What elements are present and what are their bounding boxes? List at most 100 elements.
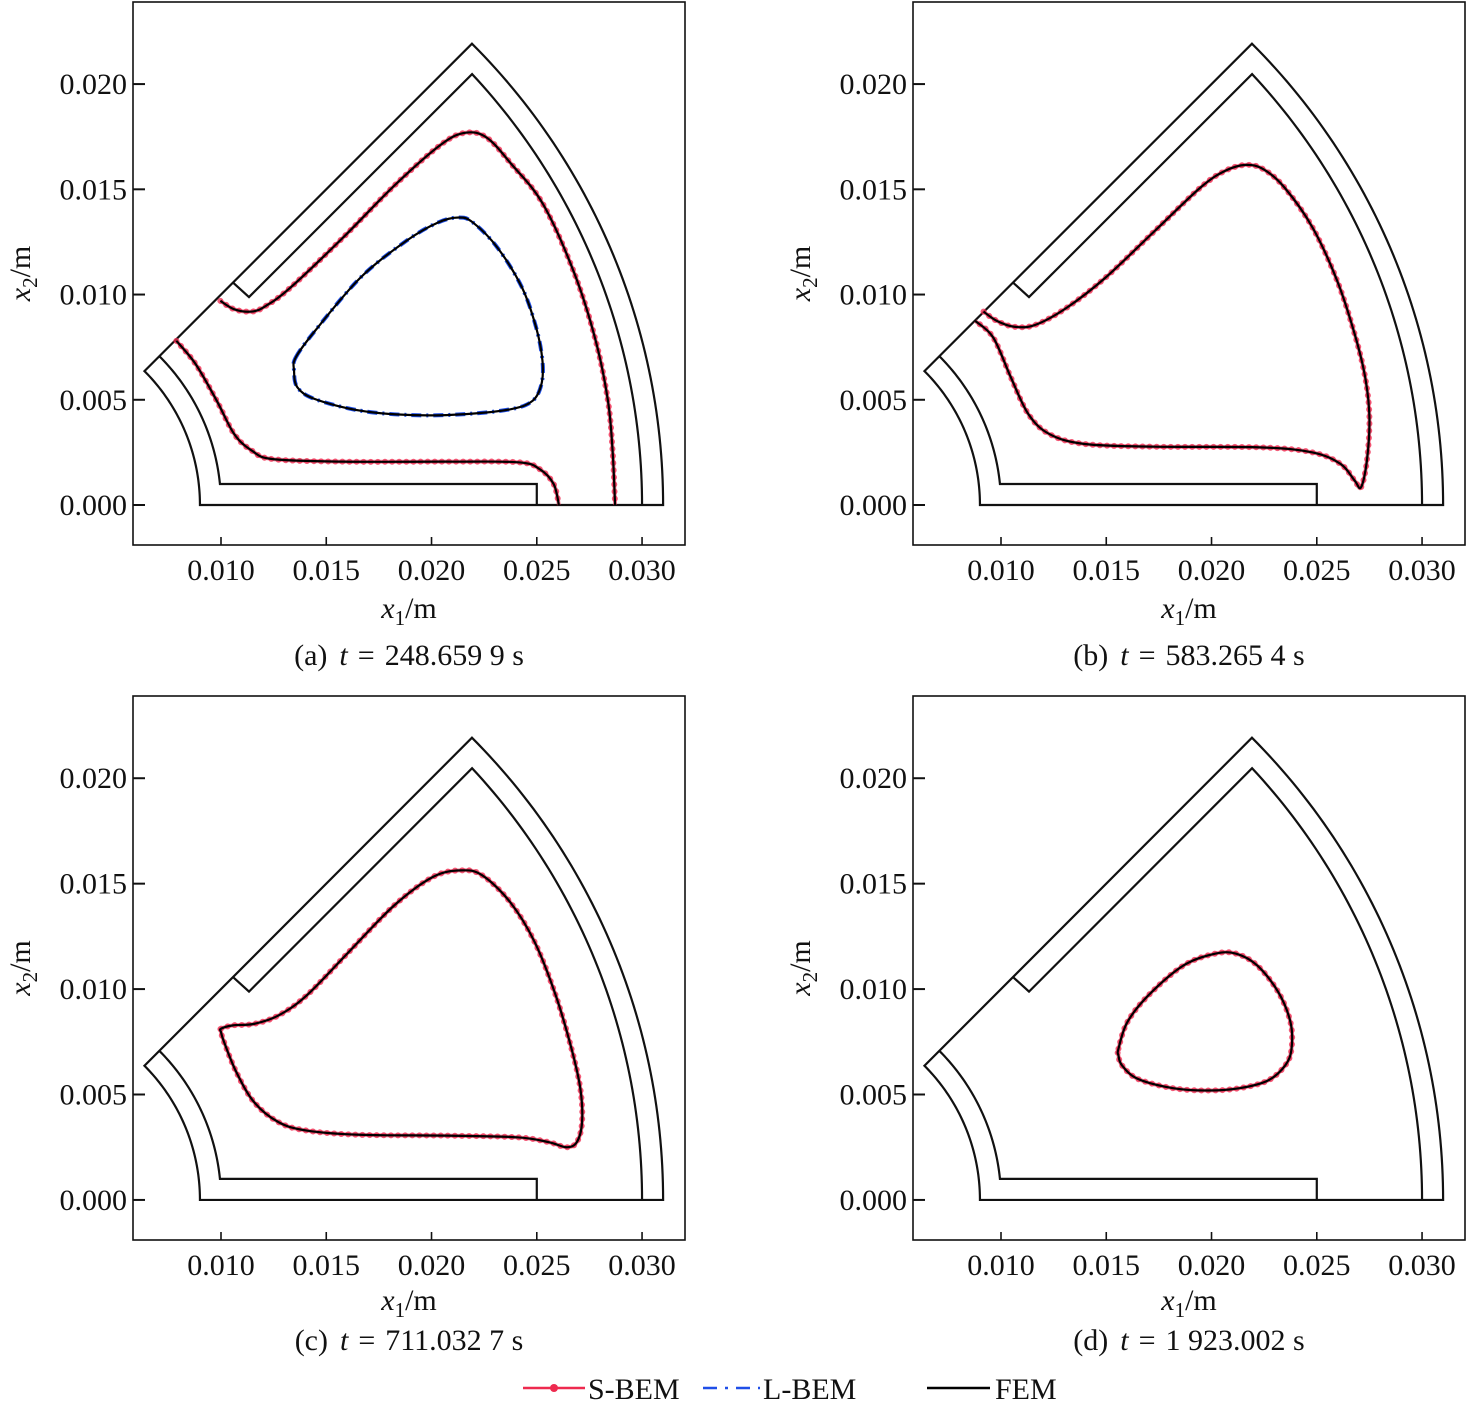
y-axis-label-unit: /m — [784, 246, 817, 278]
caption-eq: = — [358, 1324, 375, 1357]
s-bem-markers — [217, 867, 586, 1151]
x-axis-label-sub: 1 — [1175, 1298, 1186, 1322]
panel-caption: (a) t = 248.659 9 s — [294, 639, 524, 672]
x-tick-label: 0.015 — [1073, 554, 1141, 587]
interface-curve-1 — [217, 867, 586, 1151]
y-axis-label: x2/m — [4, 940, 42, 997]
y-tick-label: 0.020 — [60, 68, 128, 101]
cavity-outer-boundary — [1012, 766, 1424, 1200]
y-tick-label: 0.010 — [60, 279, 128, 312]
y-axis-label-sub: 2 — [798, 277, 822, 288]
x-tick-label: 0.020 — [398, 1249, 466, 1282]
y-tick-label: 0.015 — [60, 173, 128, 206]
legend-label: S-BEM — [588, 1373, 680, 1406]
panel-caption: (c) t = 711.032 7 s — [295, 1324, 524, 1357]
y-axis-label-unit: /m — [784, 940, 817, 972]
caption-value: 711.032 7 s — [385, 1324, 523, 1357]
y-axis-label-var: x — [4, 982, 37, 997]
caption-label: (c) — [295, 1324, 328, 1357]
y-axis-label: x2/m — [784, 246, 822, 303]
y-axis-label-var: x — [784, 982, 817, 997]
x-tick-label: 0.030 — [608, 1249, 676, 1282]
y-axis-label-sub: 2 — [18, 972, 42, 983]
legend-label: L-BEM — [763, 1373, 856, 1406]
caption-label: (b) — [1073, 639, 1108, 672]
y-tick-label: 0.000 — [60, 1184, 128, 1217]
cavity-outer-boundary — [232, 766, 644, 1200]
x-tick-label: 0.025 — [1283, 554, 1351, 587]
x-axis-label: x1/m — [1160, 1284, 1217, 1322]
x-tick-label: 0.025 — [503, 1249, 571, 1282]
y-tick-label: 0.015 — [840, 173, 908, 206]
fem-line — [219, 131, 617, 506]
y-tick-label: 0.005 — [60, 1079, 128, 1112]
s-bem-line — [174, 339, 561, 506]
x-axis-label-unit: /m — [405, 592, 437, 625]
y-axis-label-var: x — [4, 287, 37, 302]
x-axis-label-var: x — [380, 592, 395, 625]
x-tick-label: 0.015 — [293, 554, 361, 587]
panel-a: 0.000 0.005 0.010 0.015 0.020 0.010 0.015 0.020… — [4, 1, 686, 672]
y-tick-label: 0.020 — [60, 762, 128, 795]
fem-line — [175, 340, 560, 506]
cavity-outer-boundary — [232, 72, 644, 506]
y-tick-label: 0.015 — [60, 868, 128, 901]
caption-value: 1 923.002 s — [1166, 1324, 1305, 1357]
y-axis-label-sub: 2 — [798, 972, 822, 983]
y-tick-label: 0.000 — [840, 1184, 908, 1217]
cavity-inner-boundary — [938, 1050, 1318, 1200]
x-axis-label-sub: 1 — [395, 1298, 406, 1322]
panel-c: 0.000 0.005 0.010 0.015 0.020 0.010 0.015 0.020… — [4, 695, 686, 1357]
legend-item-fem: FEM — [927, 1373, 1057, 1406]
interface-curve-2 — [173, 337, 562, 509]
caption-value: 583.265 4 s — [1166, 639, 1305, 672]
x-tick-label: 0.015 — [1073, 1249, 1141, 1282]
x-tick-label: 0.015 — [293, 1249, 361, 1282]
legend-item-s-bem: S-BEM — [523, 1373, 680, 1406]
x-tick-label: 0.010 — [187, 1249, 255, 1282]
panel-b: 0.000 0.005 0.010 0.015 0.020 0.010 0.015 0.020… — [784, 1, 1466, 672]
y-tick-label: 0.010 — [840, 279, 908, 312]
y-tick-label: 0.005 — [840, 384, 908, 417]
cavity-inner-boundary — [158, 355, 538, 506]
fem-line — [292, 216, 545, 417]
panel-caption: (d) t = 1 923.002 s — [1073, 1324, 1304, 1357]
x-axis-label-var: x — [1160, 592, 1175, 625]
y-axis-label: x2/m — [784, 940, 822, 997]
x-tick-label: 0.020 — [1178, 554, 1246, 587]
interface-curve-1 — [972, 161, 1373, 492]
caption-eq: = — [1139, 639, 1156, 672]
x-axis-label-sub: 1 — [395, 606, 406, 630]
caption-eq: = — [358, 639, 375, 672]
mould-outer-boundary — [922, 42, 1445, 507]
x-axis-label-sub: 1 — [1175, 606, 1186, 630]
x-axis-label-unit: /m — [1185, 592, 1217, 625]
y-tick-label: 0.010 — [60, 973, 128, 1006]
x-tick-label: 0.030 — [608, 554, 676, 587]
x-axis-label: x1/m — [380, 1284, 437, 1322]
y-tick-label: 0.005 — [60, 384, 128, 417]
fem-line — [974, 163, 1371, 490]
axes-frame — [912, 695, 1466, 1241]
x-tick-label: 0.030 — [1388, 554, 1456, 587]
cavity-outer-boundary — [1012, 72, 1424, 506]
x-tick-label: 0.025 — [1283, 1249, 1351, 1282]
y-axis-label: x2/m — [4, 246, 42, 303]
interface-curve-1 — [1114, 949, 1296, 1094]
caption-eq: = — [1139, 1324, 1156, 1357]
y-tick-label: 0.020 — [840, 68, 908, 101]
interface-curve-1 — [217, 129, 619, 509]
s-bem-line — [218, 868, 585, 1150]
x-axis-label-unit: /m — [1185, 1284, 1217, 1317]
fem-line — [1116, 951, 1294, 1092]
caption-var: t — [340, 1324, 349, 1357]
y-tick-label: 0.010 — [840, 973, 908, 1006]
panel-d: 0.000 0.005 0.010 0.015 0.020 0.010 0.015 0.020… — [784, 695, 1466, 1357]
axes-frame — [132, 695, 686, 1241]
x-axis-label-var: x — [380, 1284, 395, 1317]
mould-outer-boundary — [922, 736, 1445, 1202]
panels: 0.000 0.005 0.010 0.015 0.020 0.010 0.015 0.020… — [4, 1, 1466, 1357]
y-tick-label: 0.020 — [840, 762, 908, 795]
y-axis-label-sub: 2 — [18, 277, 42, 288]
